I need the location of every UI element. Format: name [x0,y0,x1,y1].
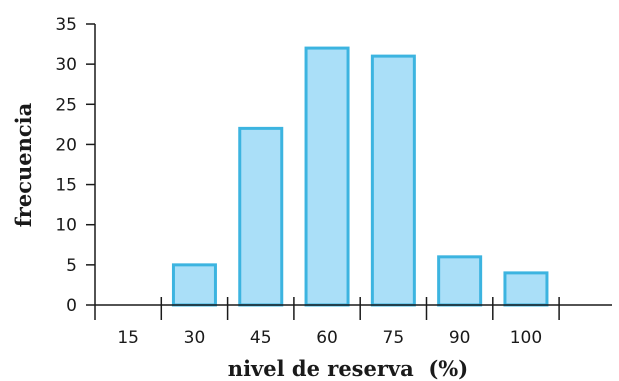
x-axis-ticks: 15 30 45 60 75 90 100 [117,297,560,348]
y-axis-ticks: 0 5 10 15 20 25 30 35 [55,15,95,316]
x-tick-label: 90 [449,328,471,348]
y-tick-label: 20 [55,135,77,155]
y-tick-label: 10 [55,216,77,236]
x-tick-label: 75 [383,328,405,348]
y-tick-label: 35 [55,15,77,35]
y-tick-label: 0 [66,296,77,316]
y-tick-label: 5 [66,256,77,276]
y-tick-label: 15 [55,176,77,196]
bar-100 [503,271,549,307]
y-axis-title: frecuencia [11,102,36,227]
bar-60 [304,46,350,307]
bar-45 [238,126,284,307]
bar-90 [437,255,483,307]
x-tick-label: 45 [250,328,272,348]
x-tick-label: 100 [510,328,542,348]
x-tick-label: 30 [184,328,206,348]
bar-75 [370,54,416,307]
x-tick-label: 15 [117,328,139,348]
y-tick-label: 25 [55,95,77,115]
bar-30 [171,263,217,307]
x-axis-title: nivel de reserva (%) [228,356,468,381]
y-tick-label: 30 [55,55,77,75]
x-tick-label: 60 [316,328,338,348]
bars [171,46,549,307]
